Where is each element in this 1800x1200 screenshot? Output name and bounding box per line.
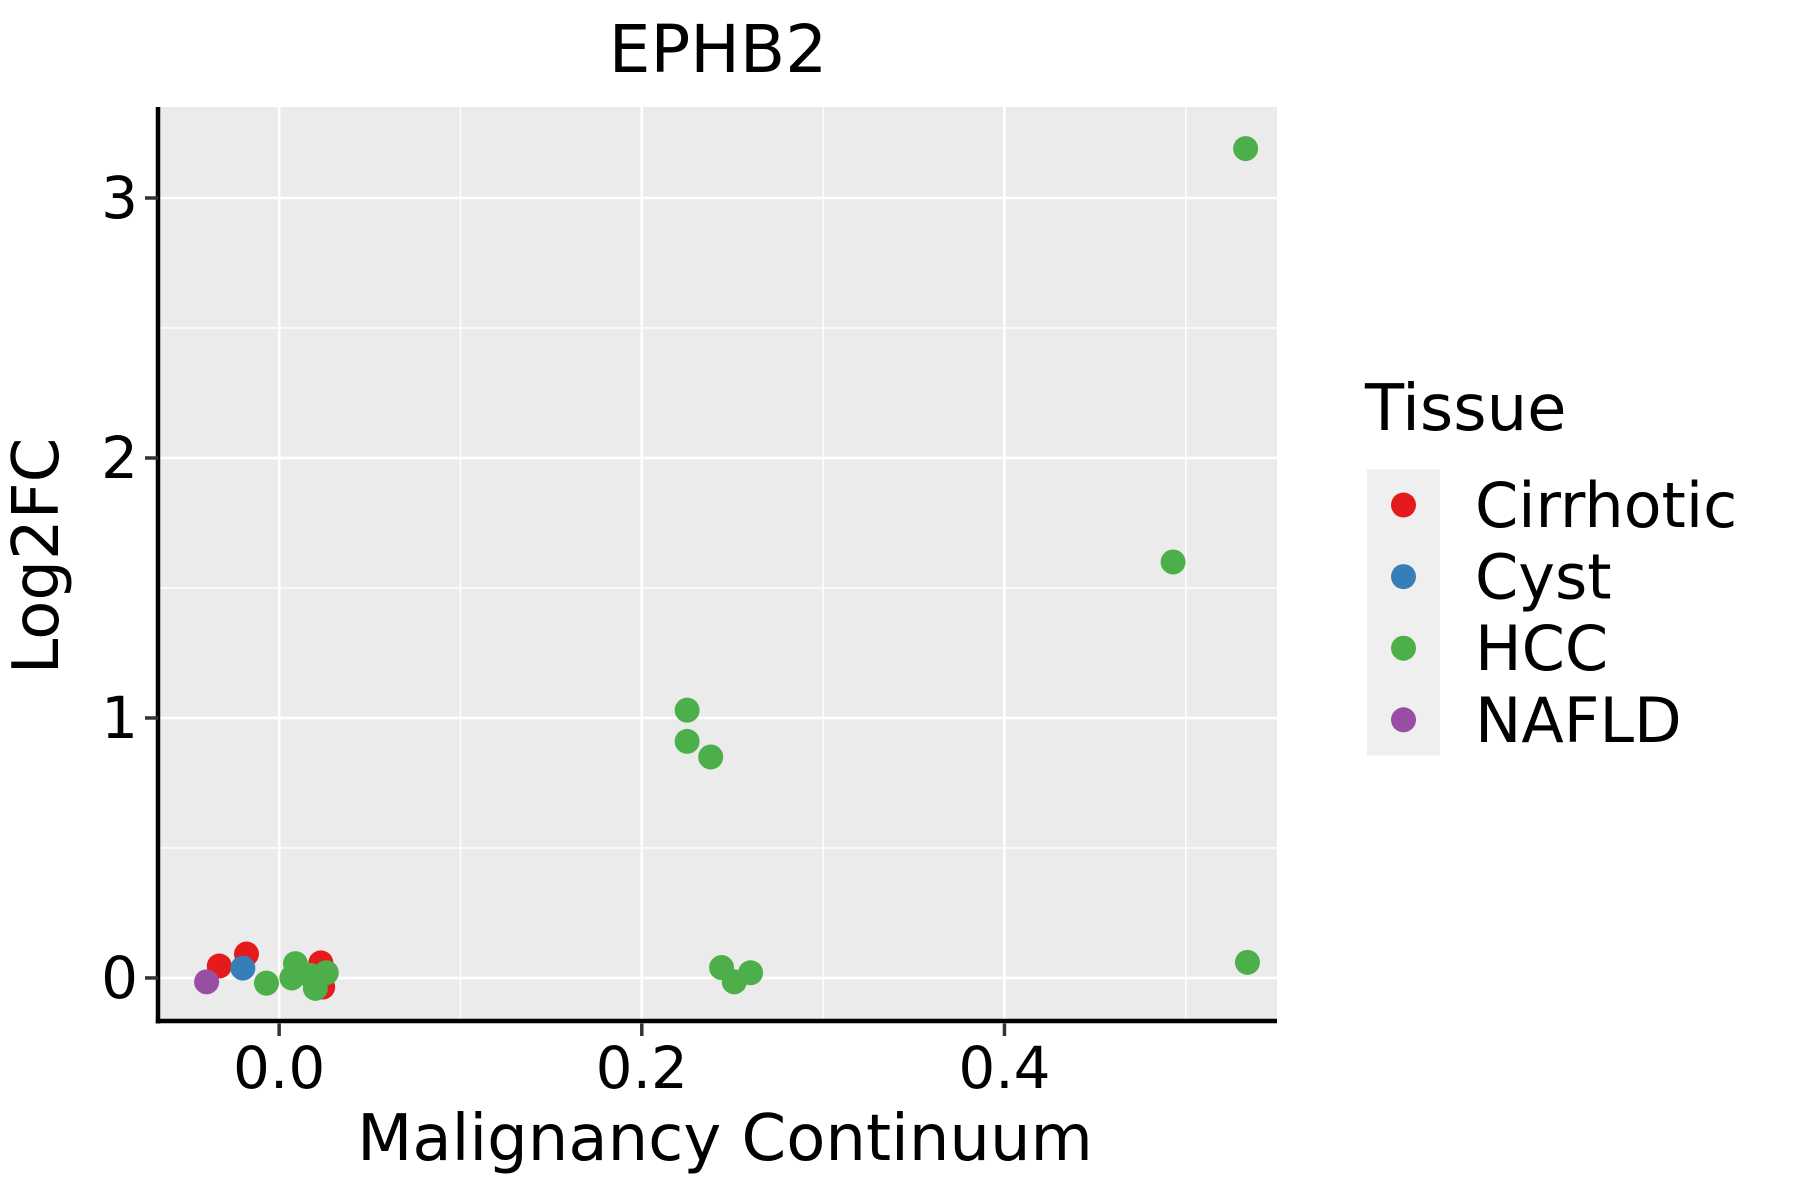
data-point-hcc <box>738 960 764 986</box>
x-tick-label: 0.0 <box>233 1034 325 1102</box>
data-point-hcc <box>1160 549 1186 575</box>
plot-panel <box>160 107 1277 1021</box>
data-points <box>194 136 1260 1001</box>
data-point-cyst <box>230 955 256 981</box>
y-tick-label: 0 <box>101 944 138 1012</box>
data-point-hcc <box>698 744 724 770</box>
legend-label-cyst: Cyst <box>1475 541 1612 614</box>
axis-ticks: 0.0 0.2 0.4 0 1 2 3 <box>101 164 1050 1102</box>
legend-label-cirrhotic: Cirrhotic <box>1475 469 1737 542</box>
major-gridlines <box>160 107 1277 1021</box>
data-point-hcc <box>674 728 700 754</box>
legend-swatch-cirrhotic <box>1391 492 1416 518</box>
legend-title: Tissue <box>1364 372 1567 446</box>
x-tick-label: 0.4 <box>958 1034 1050 1102</box>
data-point-hcc <box>253 970 279 996</box>
y-tick-label: 2 <box>101 424 138 492</box>
legend-swatch-nafld <box>1391 707 1416 733</box>
data-point-nafld <box>194 969 220 995</box>
legend-swatch-cyst <box>1391 564 1416 590</box>
y-tick-label: 1 <box>101 684 138 752</box>
legend-label-nafld: NAFLD <box>1475 684 1682 757</box>
y-axis-title: Log2FC <box>0 438 74 675</box>
data-point-hcc <box>1234 949 1260 975</box>
legend-label-hcc: HCC <box>1475 612 1608 685</box>
chart-title: EPHB2 <box>609 11 827 88</box>
data-point-hcc <box>674 697 700 723</box>
x-tick-label: 0.2 <box>596 1034 688 1102</box>
minor-gridlines <box>160 107 1277 1021</box>
data-point-hcc <box>302 975 328 1001</box>
axis-lines <box>155 107 1277 1024</box>
data-point-hcc <box>1233 136 1259 162</box>
x-axis-title: Malignancy Continuum <box>357 1102 1093 1176</box>
y-tick-label: 3 <box>101 164 138 232</box>
legend-swatch-hcc <box>1391 635 1416 661</box>
